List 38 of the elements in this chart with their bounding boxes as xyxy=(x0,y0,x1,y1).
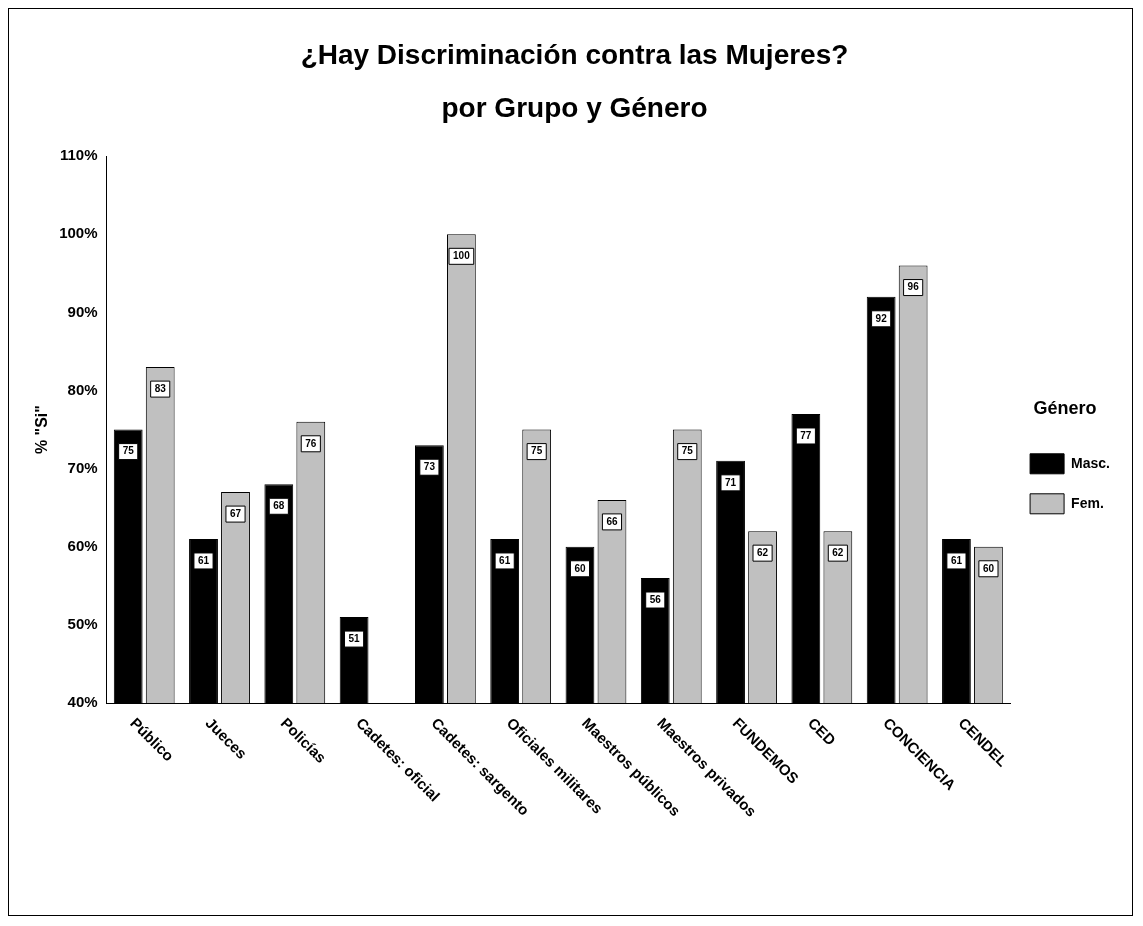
chart-title: ¿Hay Discriminación contra las Mujeres? xyxy=(300,38,849,70)
data-label: 61 xyxy=(499,554,511,566)
data-label: 66 xyxy=(606,515,618,527)
data-label: 62 xyxy=(757,546,769,558)
data-label: 56 xyxy=(649,593,662,605)
data-label: 77 xyxy=(800,429,812,441)
x-tick-label: CED xyxy=(804,714,840,749)
y-tick-label: 60% xyxy=(67,536,98,554)
y-tick-label: 40% xyxy=(67,693,98,711)
data-label: 60 xyxy=(574,562,586,574)
data-label: 61 xyxy=(197,554,210,566)
chart-subtitle: por Grupo y Género xyxy=(441,92,708,124)
legend-title: Género xyxy=(1033,398,1097,419)
data-label: 62 xyxy=(832,546,844,558)
data-label: 76 xyxy=(305,437,317,449)
data-label: 60 xyxy=(982,562,995,574)
data-label: 68 xyxy=(273,500,285,512)
y-tick-label: 110% xyxy=(60,146,98,164)
data-label: 71 xyxy=(725,476,737,488)
data-label: 67 xyxy=(229,507,242,519)
y-tick-label: 100% xyxy=(59,224,98,242)
data-label: 75 xyxy=(681,445,694,457)
data-label: 73 xyxy=(423,460,436,472)
data-label: 83 xyxy=(154,382,167,394)
data-label: 75 xyxy=(122,445,135,457)
data-label: 75 xyxy=(531,445,543,457)
data-label: 100 xyxy=(453,250,471,262)
y-tick-label: 80% xyxy=(67,380,98,398)
data-label: 92 xyxy=(875,312,888,324)
data-label: 61 xyxy=(950,554,963,566)
data-label: 96 xyxy=(907,281,920,293)
y-tick-label: 90% xyxy=(67,302,98,320)
y-tick-label: 70% xyxy=(67,458,98,476)
y-axis-title: % "Si" xyxy=(33,405,51,455)
legend-label: Fem. xyxy=(1071,494,1104,511)
legend-label: Masc. xyxy=(1071,454,1111,471)
y-tick-label: 50% xyxy=(67,615,98,633)
data-label: 51 xyxy=(348,632,361,644)
